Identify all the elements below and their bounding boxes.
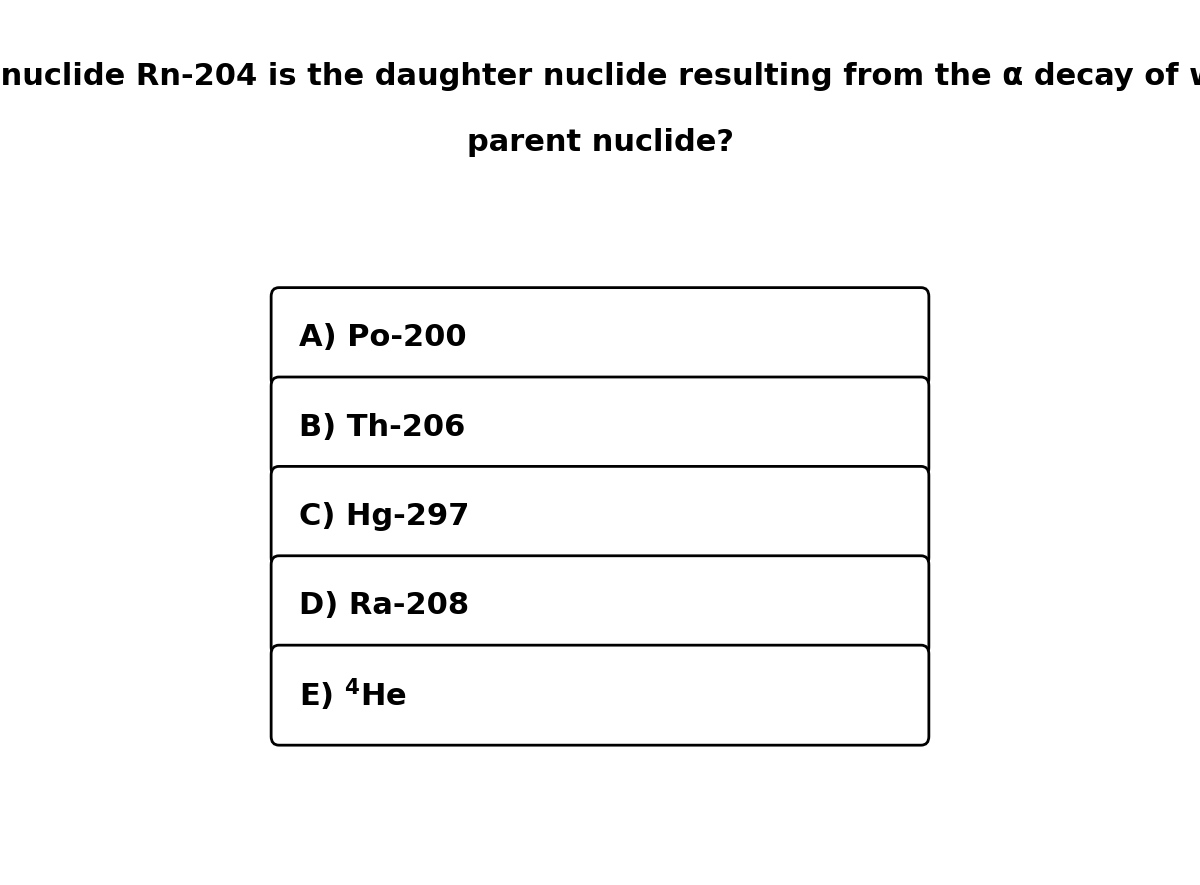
FancyBboxPatch shape bbox=[271, 556, 929, 656]
Text: E) $\mathregular{^{4}}$He: E) $\mathregular{^{4}}$He bbox=[299, 677, 407, 713]
FancyBboxPatch shape bbox=[271, 377, 929, 477]
FancyBboxPatch shape bbox=[271, 645, 929, 745]
Text: C) Hg-297: C) Hg-297 bbox=[299, 502, 469, 531]
Text: The nuclide Rn-204 is the daughter nuclide resulting from the α decay of what: The nuclide Rn-204 is the daughter nucli… bbox=[0, 62, 1200, 91]
Text: parent nuclide?: parent nuclide? bbox=[467, 128, 733, 158]
Text: B) Th-206: B) Th-206 bbox=[299, 412, 464, 442]
Text: A) Po-200: A) Po-200 bbox=[299, 323, 466, 352]
FancyBboxPatch shape bbox=[271, 466, 929, 566]
FancyBboxPatch shape bbox=[271, 288, 929, 388]
Text: D) Ra-208: D) Ra-208 bbox=[299, 591, 469, 620]
